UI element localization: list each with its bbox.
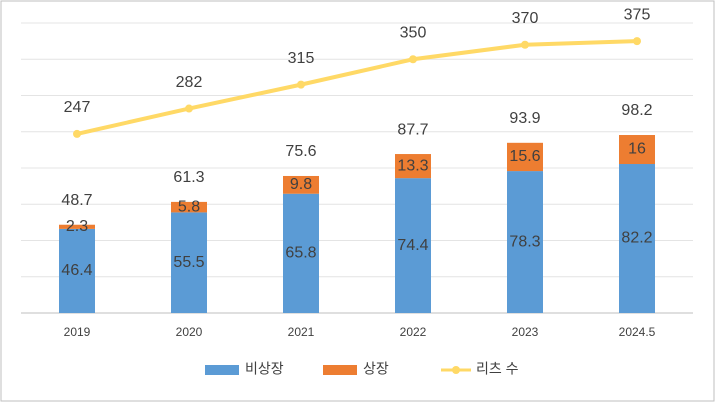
total-label: 98.2 [621,102,652,119]
legend-label: 상장 [363,361,389,377]
legend-label: 리츠 수 [476,361,519,377]
legend-swatch [205,365,239,375]
data-label: 9.8 [290,176,312,193]
line-label: 375 [624,6,651,23]
data-label: 16 [628,141,646,158]
bar-segment [619,164,655,313]
line-point [409,55,417,64]
bar-segment [619,135,655,165]
bar-segment [395,154,431,179]
bar-segment [507,171,543,313]
legend-label: 비상장 [245,361,284,377]
line-label: 247 [64,99,91,116]
line-point [297,80,305,89]
bar-segment [507,142,543,172]
bar-segment [171,201,207,213]
data-label: 15.6 [509,148,540,165]
x-tick-label: 2019 [64,325,91,339]
data-label: 78.3 [509,233,540,250]
total-label: 61.3 [173,169,204,186]
total-label: 93.9 [509,110,540,127]
x-tick-label: 2023 [512,325,539,339]
x-tick-label: 2022 [400,325,427,339]
bar-segment [283,193,319,313]
line [76,39,638,136]
total-label: 48.7 [61,192,92,209]
line-point [521,40,529,49]
line-point [633,37,641,46]
x-tick-label: 2024.5 [619,325,656,339]
bar-segment [171,212,207,313]
x-tick-label: 2021 [288,325,315,339]
data-label: 46.4 [61,262,92,279]
data-label: 74.4 [397,237,428,254]
bar-segment [283,175,319,194]
line-label: 315 [288,50,315,67]
data-label: 55.5 [173,254,204,271]
bar-segment [395,178,431,313]
bar-segment [59,224,95,229]
bar-segment [59,228,95,313]
x-tick-label: 2020 [176,325,203,339]
total-label: 75.6 [285,143,316,160]
data-label: 82.2 [621,230,652,247]
total-label: 87.7 [397,121,428,138]
data-label: 65.8 [285,245,316,262]
data-label: 5.8 [178,198,200,215]
line-label: 282 [176,74,203,91]
line-label: 350 [400,24,427,41]
legend-swatch [323,365,357,375]
data-label: 13.3 [397,157,428,174]
line-label: 370 [512,10,539,27]
line-point [73,129,81,138]
legend-swatch [452,366,460,374]
data-label: 2.3 [66,218,88,235]
line-point [185,104,193,113]
